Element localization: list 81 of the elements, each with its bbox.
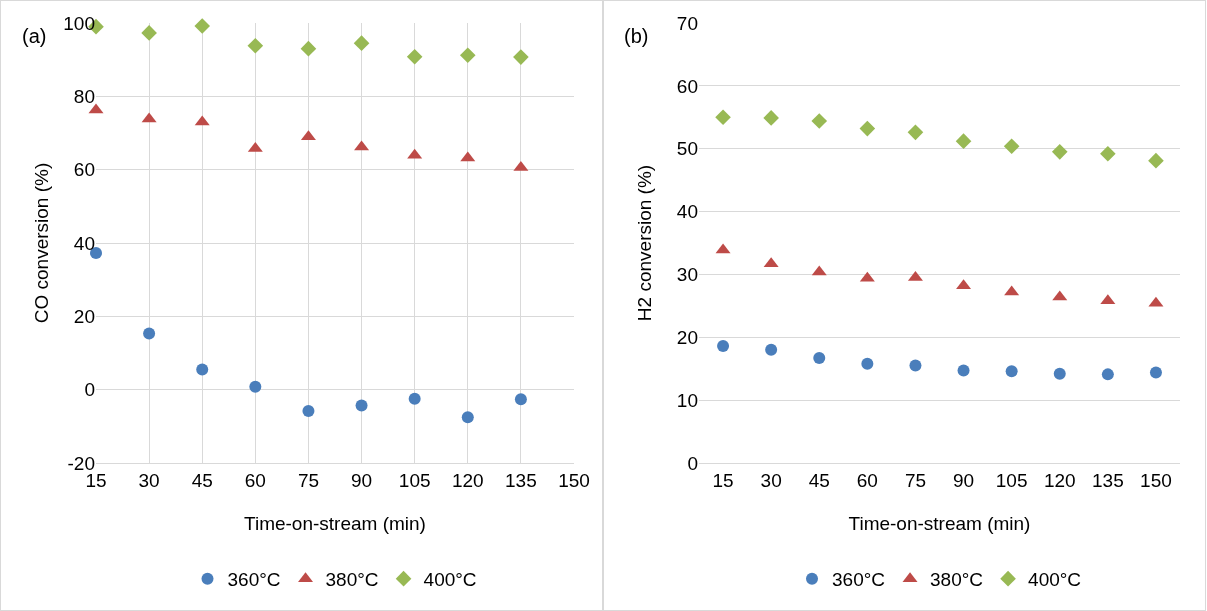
point — [859, 120, 876, 137]
point — [194, 18, 211, 34]
x-tick-label: 45 — [808, 469, 830, 491]
x-axis-title: Time-on-stream (min) — [244, 513, 426, 534]
y-tick-label: 80 — [73, 85, 95, 107]
y-tick-label: 0 — [84, 379, 95, 401]
y-tick-label: 100 — [63, 12, 95, 34]
point — [513, 49, 529, 65]
x-tick-label: 120 — [451, 469, 484, 491]
point — [141, 25, 157, 41]
point — [353, 35, 370, 51]
point — [196, 363, 209, 376]
point — [1100, 145, 1116, 162]
y-tick-label: 20 — [676, 326, 698, 348]
x-tick-label: 135 — [1092, 469, 1124, 491]
x-tick-label: 135 — [505, 469, 537, 491]
y-tick-label: 30 — [676, 264, 698, 286]
point — [861, 357, 874, 370]
x-tick-label: 75 — [904, 469, 927, 491]
legend-label: 400°C — [423, 569, 477, 591]
y-tick-label: 60 — [73, 159, 95, 181]
y-tick-label: 40 — [676, 201, 698, 223]
x-tick-label: 150 — [558, 469, 590, 491]
x-tick-label: 60 — [856, 469, 878, 491]
x-tick-label: 120 — [1043, 469, 1076, 491]
x-tick-label: 30 — [760, 469, 782, 491]
point — [811, 113, 828, 129]
x-tick-label: 90 — [952, 469, 975, 491]
legend-label: 400°C — [1028, 569, 1082, 591]
point — [1003, 138, 1020, 154]
point — [955, 133, 972, 149]
legend-label: 380°C — [325, 569, 379, 591]
x-tick-label: 30 — [138, 469, 160, 491]
point — [1053, 367, 1066, 380]
x-tick-label: 60 — [244, 469, 266, 491]
point — [1051, 144, 1068, 160]
point — [1101, 368, 1114, 381]
point — [715, 109, 731, 126]
point — [302, 404, 315, 417]
text: (a) — [22, 25, 47, 47]
y-tick-label: 70 — [676, 12, 698, 34]
point — [514, 393, 527, 406]
legend-label: 360°C — [227, 569, 281, 591]
y-tick-label: 50 — [676, 138, 698, 160]
legend-label: 360°C — [832, 569, 886, 591]
point — [143, 327, 156, 340]
point — [813, 352, 826, 365]
point — [406, 48, 423, 65]
x-tick-label: 105 — [398, 469, 431, 491]
x-tick-label: 90 — [350, 469, 373, 491]
point — [1148, 152, 1164, 169]
point — [907, 124, 924, 141]
point — [765, 343, 778, 356]
point — [355, 399, 368, 412]
y-tick-label: 10 — [676, 389, 698, 411]
point — [763, 110, 779, 126]
x-tick-label: 105 — [995, 469, 1028, 491]
x-tick-label: 45 — [191, 469, 213, 491]
point — [249, 380, 262, 393]
point — [909, 359, 922, 372]
point — [717, 340, 730, 353]
text: (b) — [624, 25, 649, 47]
point — [1005, 365, 1018, 378]
point — [459, 47, 476, 64]
x-axis-title: Time-on-stream (min) — [848, 513, 1031, 534]
x-tick-label: 150 — [1140, 469, 1172, 491]
y-axis-title: H2 conversion (%) — [634, 164, 655, 322]
point — [957, 364, 970, 377]
y-tick-label: 20 — [73, 305, 95, 327]
legend-label: 380°C — [930, 569, 984, 591]
point — [247, 37, 264, 54]
y-axis-title: CO conversion (%) — [31, 162, 52, 324]
point — [1149, 366, 1162, 379]
point — [408, 392, 421, 405]
point — [300, 40, 317, 57]
x-tick-label: 75 — [297, 469, 320, 491]
y-tick-label: 60 — [676, 75, 698, 97]
y-tick-label: 40 — [73, 232, 95, 254]
y-tick-label: 0 — [687, 452, 698, 474]
point — [461, 411, 474, 424]
x-tick-label: 15 — [712, 469, 734, 491]
